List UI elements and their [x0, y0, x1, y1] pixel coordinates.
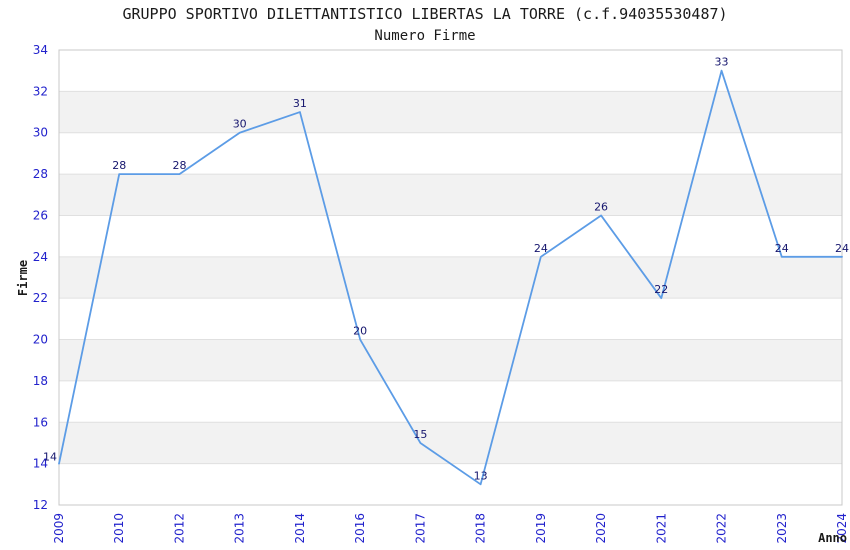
plot-band: [59, 339, 842, 381]
y-tick-label: 16: [33, 415, 48, 429]
y-tick-label: 18: [33, 374, 48, 388]
x-tick-label: 2014: [293, 513, 307, 544]
y-tick-label: 34: [33, 43, 48, 57]
x-axis-title: Anno: [818, 531, 847, 545]
data-point-label: 28: [112, 159, 126, 172]
chart-subtitle: Numero Firme: [374, 28, 475, 44]
y-tick-label: 22: [33, 291, 48, 305]
x-tick-label: 2018: [474, 513, 488, 544]
chart-title: GRUPPO SPORTIVO DILETTANTISTICO LIBERTAS…: [122, 5, 727, 23]
y-tick-label: 20: [33, 333, 48, 347]
x-tick-label: 2021: [654, 513, 668, 544]
data-point-label: 22: [654, 283, 668, 296]
y-tick-label: 14: [33, 457, 48, 471]
y-axis-title: Firme: [16, 260, 30, 296]
x-tick-label: 2016: [353, 513, 367, 544]
y-tick-label: 30: [33, 126, 48, 140]
y-tick-label: 28: [33, 167, 48, 181]
plot-border: [58, 49, 843, 506]
x-tick-label: 2013: [233, 513, 247, 544]
series-line: [58, 69, 843, 486]
data-point-label: 24: [775, 242, 789, 255]
x-tick-label: 2010: [112, 513, 126, 544]
data-point-label: 30: [233, 118, 247, 131]
plot-band: [59, 256, 842, 299]
y-tick-label: 26: [33, 208, 48, 222]
x-tick-label: 2019: [534, 513, 548, 544]
data-point-label: 24: [835, 242, 849, 255]
data-point-label: 33: [715, 56, 729, 69]
data-point-label: 14: [43, 451, 57, 464]
plot-band: [59, 422, 842, 464]
x-tick-label: 2024: [835, 513, 849, 544]
x-tick-label: 2017: [413, 513, 427, 544]
data-point-label: 13: [474, 469, 488, 482]
data-point-label: 24: [534, 242, 548, 255]
data-point-label: 31: [293, 97, 307, 110]
x-tick-label: 2012: [172, 513, 186, 544]
plot-band: [59, 174, 842, 216]
x-tick-label: 2020: [594, 513, 608, 544]
y-tick-label: 24: [33, 250, 48, 264]
data-point-label: 28: [172, 159, 186, 172]
y-tick-label: 12: [33, 498, 48, 512]
x-tick-label: 2022: [715, 513, 729, 544]
plot-band: [59, 91, 842, 133]
data-point-label: 26: [594, 200, 608, 213]
x-tick-label: 2023: [775, 513, 789, 544]
data-point-label: 15: [413, 428, 427, 441]
x-tick-label: 2009: [52, 513, 66, 544]
data-point-label: 20: [353, 325, 367, 338]
y-tick-label: 32: [33, 84, 48, 98]
